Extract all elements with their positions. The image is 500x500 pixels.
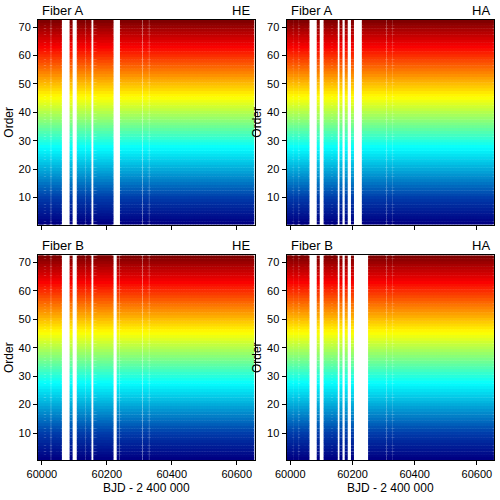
svg-text:60: 60 xyxy=(19,285,31,297)
svg-text:60400: 60400 xyxy=(156,468,187,480)
svg-text:70: 70 xyxy=(267,21,279,33)
svg-text:Fiber B: Fiber B xyxy=(42,238,84,253)
svg-text:40: 40 xyxy=(19,106,31,118)
svg-text:30: 30 xyxy=(267,370,279,382)
svg-text:60000: 60000 xyxy=(275,468,306,480)
svg-text:Fiber A: Fiber A xyxy=(42,3,84,18)
svg-text:50: 50 xyxy=(19,313,31,325)
svg-text:60600: 60600 xyxy=(462,468,493,480)
svg-text:10: 10 xyxy=(19,191,31,203)
svg-text:50: 50 xyxy=(19,78,31,90)
svg-text:20: 20 xyxy=(267,398,279,410)
svg-text:HE: HE xyxy=(232,238,250,253)
svg-text:10: 10 xyxy=(19,427,31,439)
svg-text:60: 60 xyxy=(267,49,279,61)
svg-text:HA: HA xyxy=(472,3,490,18)
svg-text:50: 50 xyxy=(267,78,279,90)
svg-text:70: 70 xyxy=(267,256,279,268)
svg-text:20: 20 xyxy=(19,398,31,410)
svg-text:Order: Order xyxy=(250,107,264,138)
svg-text:70: 70 xyxy=(19,21,31,33)
svg-text:40: 40 xyxy=(267,106,279,118)
svg-text:60000: 60000 xyxy=(27,468,58,480)
svg-text:HA: HA xyxy=(472,238,490,253)
svg-text:60200: 60200 xyxy=(92,468,123,480)
svg-text:30: 30 xyxy=(19,370,31,382)
svg-text:30: 30 xyxy=(19,135,31,147)
svg-text:60400: 60400 xyxy=(399,468,430,480)
svg-text:60600: 60600 xyxy=(221,468,252,480)
svg-text:60: 60 xyxy=(267,285,279,297)
svg-text:20: 20 xyxy=(19,163,31,175)
svg-text:BJD - 2 400 000: BJD - 2 400 000 xyxy=(103,481,190,495)
svg-text:Order: Order xyxy=(2,342,16,373)
svg-text:BJD - 2 400 000: BJD - 2 400 000 xyxy=(347,481,434,495)
svg-text:Order: Order xyxy=(250,342,264,373)
svg-text:Fiber B: Fiber B xyxy=(291,238,333,253)
svg-text:60: 60 xyxy=(19,49,31,61)
svg-text:20: 20 xyxy=(267,163,279,175)
svg-text:HE: HE xyxy=(232,3,250,18)
svg-text:Order: Order xyxy=(2,107,16,138)
svg-text:60200: 60200 xyxy=(337,468,368,480)
svg-text:40: 40 xyxy=(19,342,31,354)
svg-text:40: 40 xyxy=(267,342,279,354)
svg-text:50: 50 xyxy=(267,313,279,325)
svg-text:30: 30 xyxy=(267,135,279,147)
svg-text:70: 70 xyxy=(19,256,31,268)
svg-text:Fiber A: Fiber A xyxy=(291,3,333,18)
svg-text:10: 10 xyxy=(267,427,279,439)
svg-text:10: 10 xyxy=(267,191,279,203)
